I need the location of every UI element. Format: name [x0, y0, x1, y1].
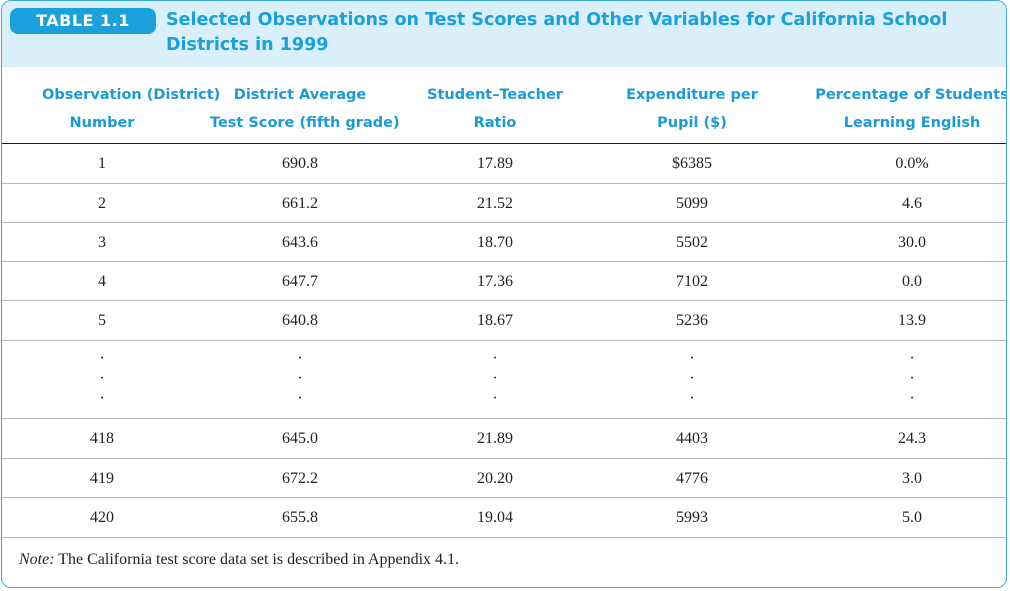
table-row: 3 643.6 18.70 5502 30.0: [2, 223, 1006, 262]
table-row: 1 690.8 17.89 $6385 0.0%: [2, 144, 1006, 184]
table-row: 5 640.8 18.67 5236 13.9: [2, 301, 1006, 341]
table-cell: 4: [98, 273, 106, 290]
table-cell: 7102: [676, 273, 708, 290]
table-row: 419 672.2 20.20 4776 3.0: [2, 459, 1006, 498]
column-header-learning-english: Percentage of Students Learning English: [812, 81, 1007, 141]
table-cell: $6385: [672, 155, 712, 172]
table-row: 418 645.0 21.89 4403 24.3: [2, 419, 1006, 459]
table-cell: 5.0: [902, 509, 922, 526]
table-cell: 643.6: [282, 234, 318, 251]
table-cell: 5: [98, 312, 106, 329]
table-cell: 5099: [676, 195, 708, 212]
table-cell: 419: [90, 470, 114, 487]
table-cell: 418: [90, 430, 114, 447]
table-cell: · · ·: [99, 350, 105, 407]
row-divider: [2, 222, 1006, 223]
table-row: · · · · · · · · · · · · · · ·: [2, 341, 1006, 419]
header-rule: [2, 143, 1006, 144]
table-cell: 4776: [676, 470, 708, 487]
table-cell: 2: [98, 195, 106, 212]
table-cell: 4403: [676, 430, 708, 447]
row-divider: [2, 300, 1006, 301]
table-cell: 661.2: [282, 195, 318, 212]
table-badge: TABLE 1.1: [10, 8, 156, 34]
table-cell: 655.8: [282, 509, 318, 526]
table-cell: 0.0: [902, 273, 922, 290]
table-cell: 672.2: [282, 470, 318, 487]
table-cell: 1: [98, 155, 106, 172]
table-cell: 17.36: [477, 273, 513, 290]
table-cell: 21.52: [477, 195, 513, 212]
table-cell: 19.04: [477, 509, 513, 526]
column-header-observation: Observation (District) Number: [42, 81, 221, 141]
table-cell: 3.0: [902, 470, 922, 487]
table-cell: 3: [98, 234, 106, 251]
column-header-line: Expenditure per: [626, 87, 758, 103]
column-header-test-score: District Average Test Score (fifth grade…: [210, 81, 400, 141]
row-divider: [2, 183, 1006, 184]
row-divider: [2, 458, 1006, 459]
row-divider: [2, 340, 1006, 341]
table-cell: 647.7: [282, 273, 318, 290]
table-cell: 30.0: [898, 234, 926, 251]
row-divider: [2, 418, 1006, 419]
row-divider: [2, 497, 1006, 498]
table-title-line2: Districts in 1999: [166, 35, 329, 55]
row-divider: [2, 537, 1006, 538]
table-cell: 5236: [676, 312, 708, 329]
column-header-line: Learning English: [843, 115, 981, 131]
table-cell: · · ·: [689, 350, 695, 407]
table-cell: 690.8: [282, 155, 318, 172]
table-cell: 0.0%: [895, 155, 929, 172]
note-label: Note:: [19, 551, 55, 568]
table-cell: · · ·: [297, 350, 303, 407]
column-header-line: Number: [69, 115, 135, 131]
table-note: Note: The California test score data set…: [19, 551, 459, 569]
row-divider: [2, 261, 1006, 262]
column-header-line: Test Score (fifth grade): [210, 115, 400, 131]
column-header-line: District Average: [233, 87, 367, 103]
table-title: Selected Observations on Test Scores and…: [166, 8, 966, 58]
table-cell: 24.3: [898, 430, 926, 447]
table-cell: 5993: [676, 509, 708, 526]
column-header-line: Percentage of Students: [815, 87, 1007, 103]
table-header: TABLE 1.1 Selected Observations on Test …: [2, 1, 1006, 67]
table-cell: · · ·: [492, 350, 498, 407]
table-cell: 18.67: [477, 312, 513, 329]
note-text: The California test score data set is de…: [54, 551, 460, 568]
table-cell: 420: [90, 509, 114, 526]
table-cell: 645.0: [282, 430, 318, 447]
column-header-line: Student–Teacher: [427, 87, 563, 103]
table-cell: 5502: [676, 234, 708, 251]
column-header-student-teacher-ratio: Student–Teacher Ratio: [415, 81, 575, 141]
column-header-line: Ratio: [473, 115, 517, 131]
table-cell: 13.9: [898, 312, 926, 329]
table-cell: 20.20: [477, 470, 513, 487]
table-row: 420 655.8 19.04 5993 5.0: [2, 498, 1006, 538]
table-cell: 4.6: [902, 195, 922, 212]
table-cell: 18.70: [477, 234, 513, 251]
column-header-expenditure: Expenditure per Pupil ($): [602, 81, 782, 141]
table-row: 2 661.2 21.52 5099 4.6: [2, 184, 1006, 223]
column-header-line: Observation (District): [42, 87, 221, 103]
table-cell: 640.8: [282, 312, 318, 329]
table-cell: · · ·: [909, 350, 915, 407]
table-cell: 21.89: [477, 430, 513, 447]
table-cell: 17.89: [477, 155, 513, 172]
column-header-line: Pupil ($): [657, 115, 727, 131]
table-title-line1: Selected Observations on Test Scores and…: [166, 10, 948, 30]
table-row: 4 647.7 17.36 7102 0.0: [2, 262, 1006, 301]
